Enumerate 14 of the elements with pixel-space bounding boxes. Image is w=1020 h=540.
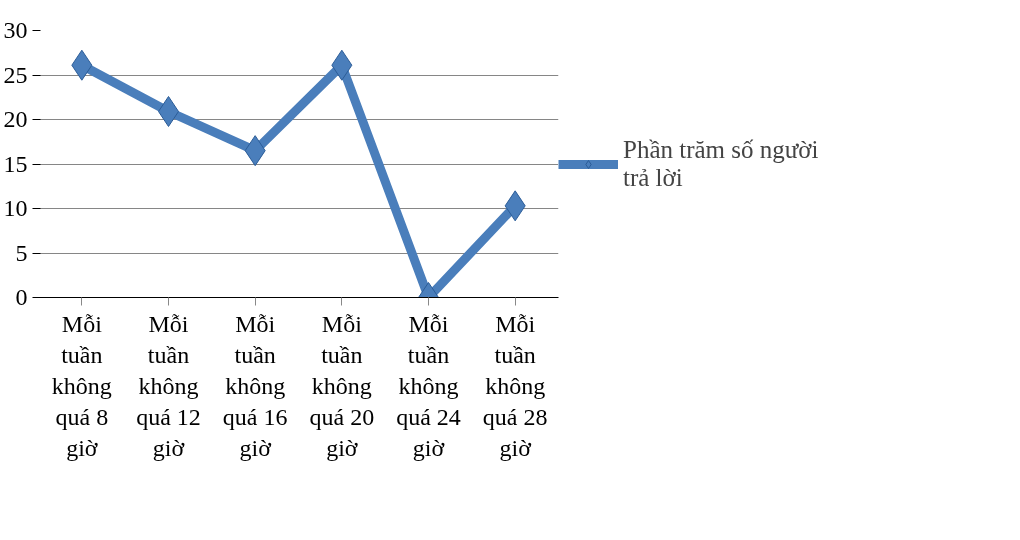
x-tick-label: Mỗi tuần không quá 12 giờ: [136, 310, 201, 462]
y-tick-label: 5: [15, 239, 28, 266]
x-tick-label: Mỗi tuần không quá 24 giờ: [396, 310, 461, 462]
y-tick-label: 15: [3, 150, 28, 177]
y-tick-label: 0: [15, 284, 28, 310]
y-tick-label: 30: [3, 17, 28, 43]
x-tick-label: Mỗi tuần không quá 8 giờ: [51, 310, 112, 462]
x-tick-label: Mỗi tuần không quá 16 giờ: [222, 310, 288, 462]
x-tick-label: Mỗi tuần không quá 28 giờ: [482, 310, 548, 462]
y-tick-label: 10: [3, 195, 28, 221]
legend-label: Phần trăm số người trả lời: [623, 135, 819, 192]
y-tick-label: 20: [3, 106, 28, 132]
y-tick-label: 25: [3, 61, 28, 88]
x-tick-label: Mỗi tuần không quá 20 giờ: [309, 310, 375, 462]
